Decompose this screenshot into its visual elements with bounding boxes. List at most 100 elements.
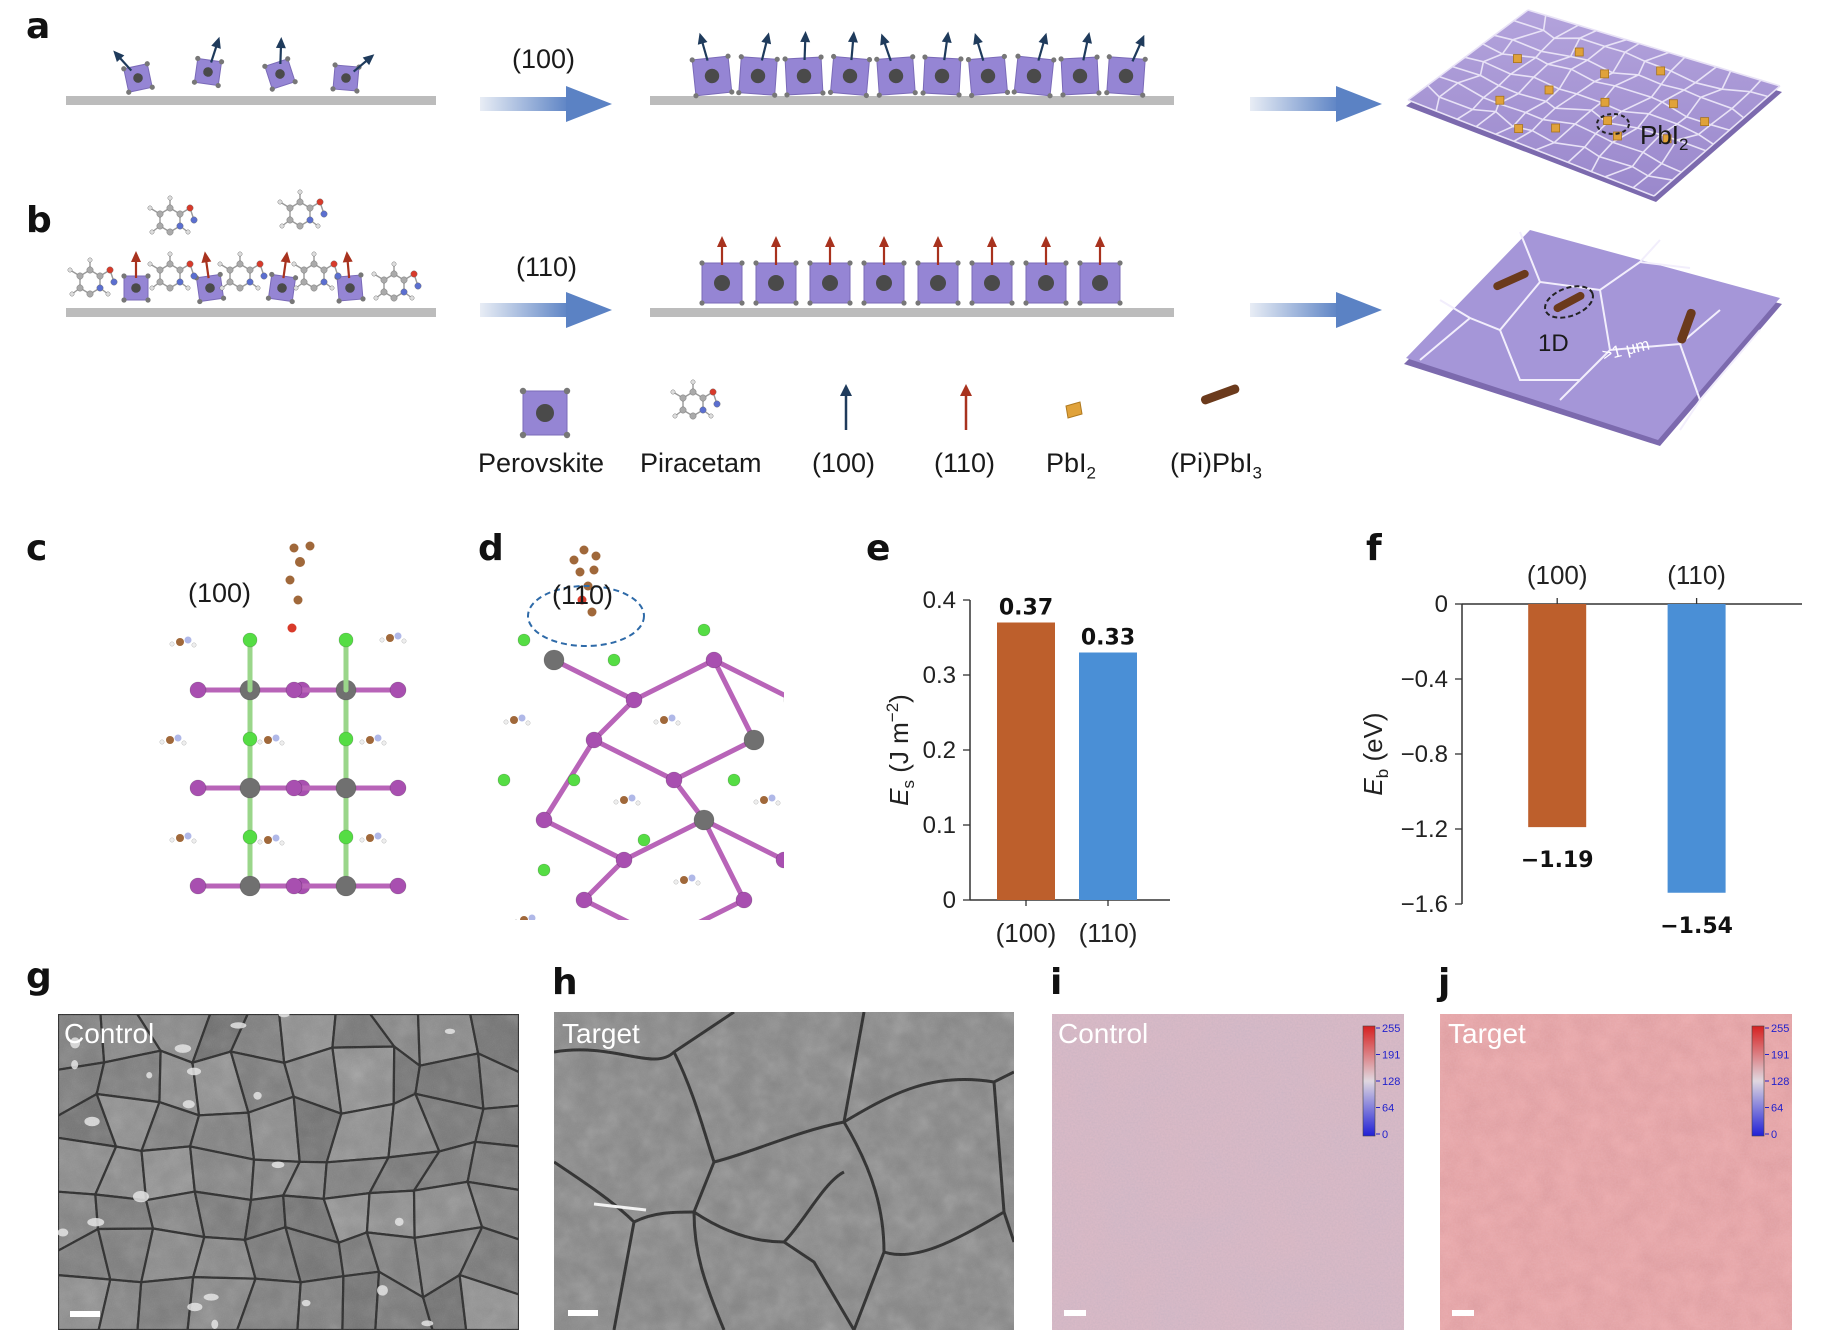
panel-letter-h: h (552, 962, 578, 1003)
bar-value-label-0: −1.19 (1521, 848, 1594, 873)
sem-image-target (554, 1012, 1014, 1330)
legend-100-label: (100) (812, 448, 876, 478)
crystal-a-2 (262, 37, 298, 92)
sem-target-label: Target (562, 1018, 640, 1049)
legend-piracetam-glyph (670, 379, 721, 420)
crystal-b110-1 (753, 236, 799, 306)
y-axis-label: Es (J m−2) (883, 694, 918, 806)
process-arrow-b1 (480, 292, 612, 328)
bar-value-label-1: 0.33 (1081, 626, 1135, 651)
y-tick-label-4: −1.6 (1401, 891, 1448, 918)
crystal-a100-9 (1104, 34, 1148, 98)
colorbar-tick-label-2: 128 (1382, 1076, 1400, 1088)
legend-pbi2-glyph (1065, 401, 1083, 419)
panel-letter-g: g (26, 956, 52, 997)
colorbar-tick-label-3: 64 (1382, 1103, 1394, 1115)
crystal-b-0 (121, 251, 151, 303)
pbi2-particle-5 (1544, 85, 1554, 95)
y-axis-label: Eb (eV) (1358, 712, 1392, 795)
colorbar-j (1751, 1025, 1765, 1137)
panel-letter-i: i (1050, 962, 1063, 1003)
bar-1 (1667, 604, 1726, 893)
schematic-svg (66, 9, 1782, 446)
piracetam-mol-4 (371, 261, 422, 302)
crystal-a-1 (191, 36, 225, 89)
x-category-label-0: (100) (1527, 560, 1588, 590)
pbi2-particle-6 (1600, 97, 1610, 107)
colorbar-i (1362, 1025, 1376, 1137)
crystal-a100-6 (965, 32, 1011, 99)
scale-bar-i (1064, 1310, 1086, 1316)
scale-bar-h (568, 1310, 598, 1316)
chart-f-svg: 0 −0.4 −0.8 −1.2 −1.6 −1.19 (100) −1.54 (110) Eb … (1358, 560, 1802, 939)
row-b-crystals-with-piracetam (67, 189, 422, 305)
map-target-label: Target (1448, 1018, 1526, 1049)
panel-letter-a: a (26, 6, 51, 47)
legend-piracetam-label: Piracetam (640, 448, 762, 478)
structure-c-label: (100) (188, 578, 252, 608)
y-tick-label-1: −0.4 (1401, 666, 1448, 693)
substrate-a-mid (650, 96, 1174, 105)
crystal-b110-7 (1077, 236, 1123, 306)
y-tick-label-3: 0.3 (923, 662, 956, 689)
legend-piracetam-molecule (670, 379, 721, 420)
panel-letter-f: f (1366, 528, 1382, 569)
row-a-random-crystals (113, 36, 375, 95)
process-arrow-b2 (1250, 292, 1382, 328)
pipbi3-rod-2 (1553, 291, 1585, 313)
pbi2-highlight (1596, 113, 1630, 135)
film-b (1404, 230, 1782, 446)
pbi2-particle-8 (1495, 95, 1505, 105)
pbi2-particle-1 (1574, 47, 1584, 57)
process-arrow-a2 (1250, 86, 1382, 122)
film-a (1406, 9, 1782, 202)
legend-perovskite-glyph (519, 387, 571, 439)
map-image-control: 255 191 128 64 0 (1052, 1014, 1404, 1330)
crystal-a-3 (330, 54, 375, 94)
colorbar-tick-label-1: 191 (1382, 1050, 1400, 1062)
film-1d-label: 1D (1538, 330, 1569, 357)
row-a-arrow-label: (100) (512, 44, 576, 74)
crystal-b110-0 (699, 236, 745, 306)
legend-arrow-100 (840, 384, 852, 430)
1d-highlight (1544, 285, 1594, 319)
panel-letter-d: d (478, 528, 504, 569)
crystal-b110-6 (1023, 236, 1069, 306)
piracetam-mol-1 (147, 251, 198, 292)
structure-c-svg (159, 541, 407, 897)
piracetam-mol-3 (291, 251, 342, 292)
colorbar-tick-label-2: 128 (1771, 1076, 1789, 1088)
x-category-label-1: (110) (1667, 560, 1726, 590)
sem-control-label: Control (64, 1018, 155, 1049)
process-arrow-a1 (480, 86, 612, 122)
piracetam-mol-6 (277, 189, 328, 230)
panel-letter-e: e (866, 528, 891, 569)
row-a-100-crystals (689, 31, 1148, 99)
y-tick-label-2: −0.8 (1401, 741, 1448, 768)
crystal-b110-5 (969, 236, 1015, 306)
x-category-label-1: (110) (1079, 918, 1138, 948)
binding-site-highlight (527, 585, 645, 647)
legend-110-label: (110) (934, 448, 996, 478)
y-tick-label-3: −1.2 (1401, 816, 1448, 843)
y-tick-label-1: 0.1 (923, 812, 956, 839)
substrate-b-mid (650, 308, 1174, 317)
bar-value-label-0: 0.37 (999, 596, 1053, 621)
pbi2-particle-2 (1600, 69, 1609, 79)
film-b-grain-boundaries (1419, 231, 1761, 431)
pbi2-particle-4 (1669, 99, 1678, 109)
crystal-b110-3 (861, 236, 907, 306)
panel-letter-c: c (26, 528, 48, 569)
sem-image-control (58, 1014, 519, 1330)
piracetam-mol-0 (67, 257, 118, 298)
pbi2-particle-3 (1656, 66, 1666, 76)
substrate-b-left (66, 308, 436, 317)
y-tick-label-2: 0.2 (923, 737, 956, 764)
chart-e-svg: 0 0.1 0.2 0.3 0.4 0.37 (100) 0.33 (110) Es (J m−2… (883, 587, 1170, 948)
pbi2-particle-0 (1513, 54, 1522, 63)
pbi2-particle-11 (1700, 117, 1710, 126)
substrate-a-left (66, 96, 436, 105)
crystal-a-0 (113, 50, 155, 95)
bar-0 (997, 622, 1055, 900)
crystal-a100-0 (689, 32, 735, 99)
